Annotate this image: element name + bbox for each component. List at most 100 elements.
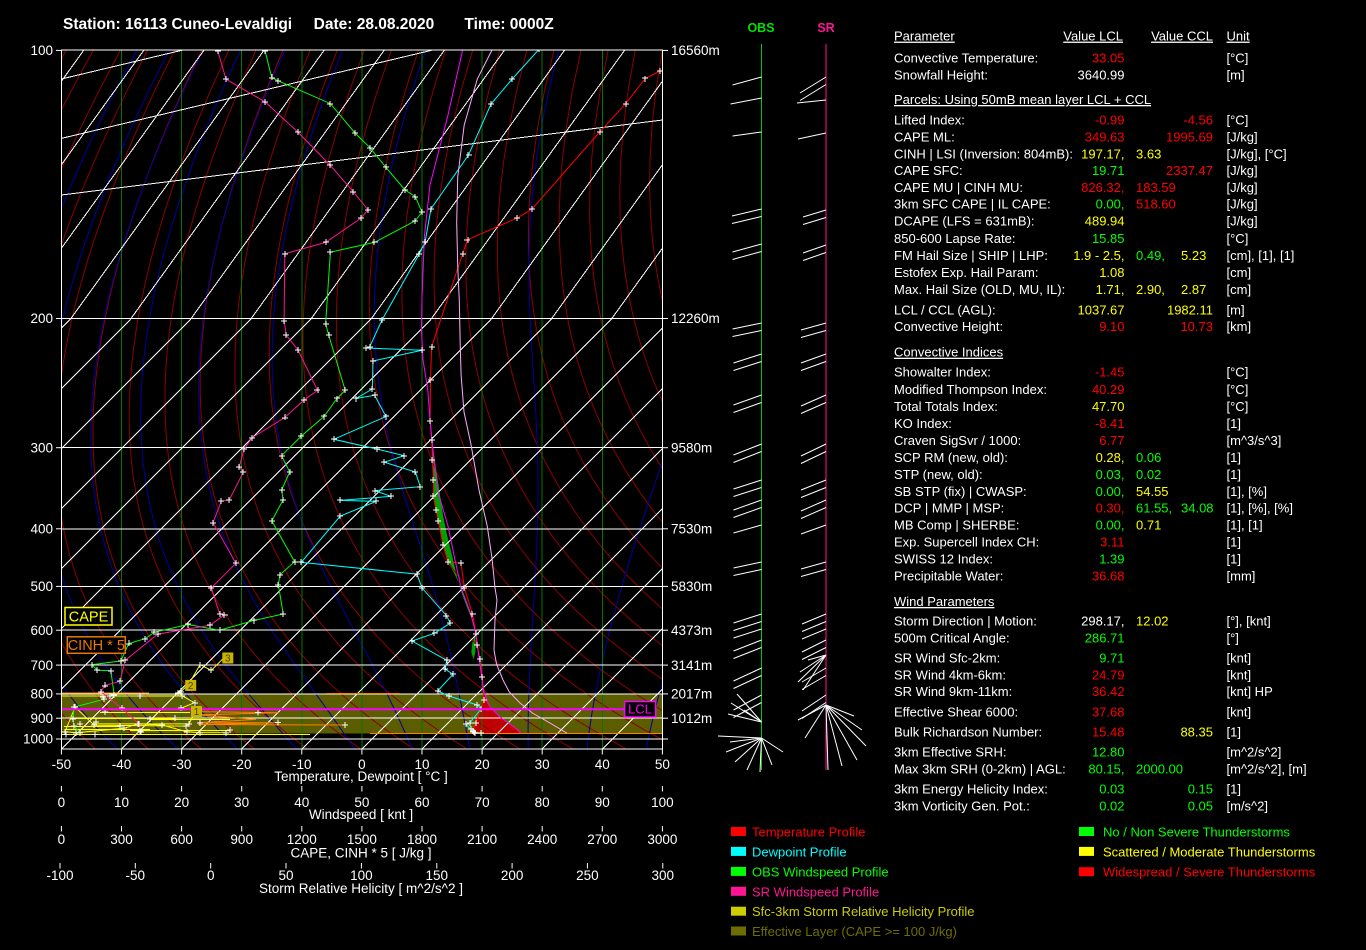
svg-text:500: 500 (30, 579, 53, 594)
svg-text:-4.56: -4.56 (1183, 113, 1213, 128)
svg-text:LCL: LCL (628, 702, 652, 717)
svg-text:20: 20 (475, 757, 490, 772)
svg-text:100: 100 (651, 795, 674, 810)
svg-text:850-600 Lapse Rate:: 850-600 Lapse Rate: (894, 231, 1015, 246)
svg-text:[1]: [1] (1227, 552, 1241, 567)
svg-text:[1]: [1] (1227, 534, 1241, 549)
svg-text:CAPE MU | CINH MU:: CAPE MU | CINH MU: (894, 180, 1023, 195)
svg-text:286.71: 286.71 (1085, 631, 1125, 646)
svg-text:DCAPE (LFS = 631mB):: DCAPE (LFS = 631mB): (894, 214, 1035, 229)
svg-text:0: 0 (58, 832, 66, 847)
svg-text:1800: 1800 (407, 832, 437, 847)
svg-text:[°C]: [°C] (1227, 50, 1249, 65)
svg-text:-1.45: -1.45 (1095, 365, 1125, 380)
svg-text:Convective Indices: Convective Indices (894, 345, 1004, 360)
svg-text:600: 600 (30, 623, 53, 638)
svg-text:-50: -50 (126, 868, 146, 883)
svg-text:Showalter Index:: Showalter Index: (894, 365, 991, 380)
svg-text:2.87: 2.87 (1181, 282, 1206, 297)
svg-text:70: 70 (475, 795, 490, 810)
svg-text:500m Critical Angle:: 500m Critical Angle: (894, 631, 1010, 646)
svg-text:[1], [1]: [1], [1] (1227, 517, 1263, 532)
svg-text:Exp. Supercell Index CH:: Exp. Supercell Index CH: (894, 534, 1039, 549)
svg-text:2017m: 2017m (671, 687, 712, 702)
svg-text:0.00,: 0.00, (1096, 197, 1125, 212)
svg-text:SR Wind 9km-11km:: SR Wind 9km-11km: (894, 684, 1012, 699)
svg-text:33.05: 33.05 (1092, 50, 1125, 65)
svg-text:0.49,: 0.49, (1136, 248, 1165, 263)
svg-text:-30: -30 (172, 757, 192, 772)
svg-text:700: 700 (30, 658, 53, 673)
svg-text:LCL / CCL (AGL):: LCL / CCL (AGL): (894, 302, 996, 317)
svg-text:[knt] HP: [knt] HP (1227, 684, 1273, 699)
svg-text:MB Comp | SHERBE:: MB Comp | SHERBE: (894, 517, 1019, 532)
svg-text:40: 40 (595, 757, 610, 772)
svg-text:30: 30 (535, 757, 550, 772)
svg-text:80: 80 (535, 795, 550, 810)
svg-text:300: 300 (652, 868, 675, 883)
svg-text:SWISS 12 Index:: SWISS 12 Index: (894, 552, 993, 567)
svg-text:SR: SR (817, 21, 834, 35)
svg-text:54.55: 54.55 (1136, 484, 1169, 499)
svg-text:CAPE, CINH * 5 [ J/kg ]: CAPE, CINH * 5 [ J/kg ] (290, 846, 431, 861)
svg-text:349.63: 349.63 (1085, 129, 1125, 144)
svg-text:10.73: 10.73 (1180, 319, 1213, 334)
svg-text:-100: -100 (46, 868, 73, 883)
svg-text:1200: 1200 (287, 832, 317, 847)
svg-text:0.00,: 0.00, (1096, 484, 1125, 499)
svg-text:[1]: [1] (1227, 450, 1241, 465)
svg-text:[m]: [m] (1227, 302, 1245, 317)
svg-text:[J/kg]: [J/kg] (1227, 163, 1258, 178)
svg-text:150: 150 (426, 868, 449, 883)
svg-text:197.17,: 197.17, (1081, 147, 1124, 162)
svg-text:0.15: 0.15 (1188, 782, 1213, 797)
svg-text:9580m: 9580m (671, 440, 712, 455)
svg-text:Convective Temperature:: Convective Temperature: (894, 50, 1038, 65)
svg-text:0.03,: 0.03, (1096, 467, 1125, 482)
svg-text:[1]: [1] (1227, 725, 1241, 740)
svg-text:90: 90 (595, 795, 610, 810)
svg-text:[1]: [1] (1227, 416, 1241, 431)
svg-text:Dewpoint Profile: Dewpoint Profile (752, 844, 847, 859)
svg-text:183.59: 183.59 (1136, 180, 1176, 195)
svg-text:900: 900 (30, 711, 53, 726)
svg-text:1.71,: 1.71, (1096, 282, 1125, 297)
svg-text:200: 200 (501, 868, 524, 883)
svg-text:0.06: 0.06 (1136, 450, 1161, 465)
svg-text:2337.47: 2337.47 (1166, 163, 1213, 178)
svg-text:[m^2/s^2]: [m^2/s^2] (1227, 745, 1282, 760)
svg-text:2.90,: 2.90, (1136, 282, 1165, 297)
svg-text:2: 2 (188, 681, 194, 692)
svg-text:Precipitable Water:: Precipitable Water: (894, 569, 1003, 584)
svg-text:Station: 16113 Cuneo-Levaldigi: Station: 16113 Cuneo-Levaldigi Date: 28.… (63, 16, 554, 33)
svg-text:[°]: [°] (1227, 631, 1239, 646)
svg-text:Effective Layer (CAPE >= 100 J: Effective Layer (CAPE >= 100 J/kg) (752, 924, 957, 939)
svg-text:-0.99: -0.99 (1095, 113, 1125, 128)
svg-text:1012m: 1012m (671, 711, 712, 726)
svg-text:Storm Direction | Motion:: Storm Direction | Motion: (894, 614, 1037, 629)
svg-text:CINH | LSI (Inversion: 804mB):: CINH | LSI (Inversion: 804mB): (894, 147, 1073, 162)
svg-text:[1]: [1] (1227, 467, 1241, 482)
svg-text:[cm]: [cm] (1227, 282, 1252, 297)
svg-text:[1]: [1] (1227, 782, 1241, 797)
svg-text:Widespread / Severe Thundersto: Widespread / Severe Thunderstorms (1103, 865, 1316, 880)
svg-text:0: 0 (207, 868, 215, 883)
svg-text:[cm], [1], [1]: [cm], [1], [1] (1227, 248, 1295, 263)
svg-text:-8.41: -8.41 (1095, 416, 1125, 431)
svg-text:3km Vorticity Gen. Pot.:: 3km Vorticity Gen. Pot.: (894, 799, 1030, 814)
svg-text:DCP | MMP | MSP:: DCP | MMP | MSP: (894, 501, 1004, 516)
svg-text:[°], [knt]: [°], [knt] (1227, 614, 1271, 629)
svg-text:518.60: 518.60 (1136, 197, 1176, 212)
svg-text:Unit: Unit (1227, 29, 1251, 44)
svg-text:Temperature, Dewpoint [ °C ]: Temperature, Dewpoint [ °C ] (274, 769, 447, 784)
svg-text:3640.99: 3640.99 (1078, 68, 1125, 83)
svg-text:Value LCL: Value LCL (1063, 29, 1123, 44)
svg-text:50: 50 (278, 868, 293, 883)
svg-text:Craven SigSvr / 1000:: Craven SigSvr / 1000: (894, 433, 1021, 448)
svg-text:SR Windspeed Profile: SR Windspeed Profile (752, 884, 879, 899)
svg-text:KO Index:: KO Index: (894, 416, 952, 431)
svg-text:-50: -50 (52, 757, 72, 772)
svg-text:0.71: 0.71 (1136, 517, 1161, 532)
svg-text:Bulk Richardson Number:: Bulk Richardson Number: (894, 725, 1042, 740)
svg-text:[°C]: [°C] (1227, 365, 1249, 380)
